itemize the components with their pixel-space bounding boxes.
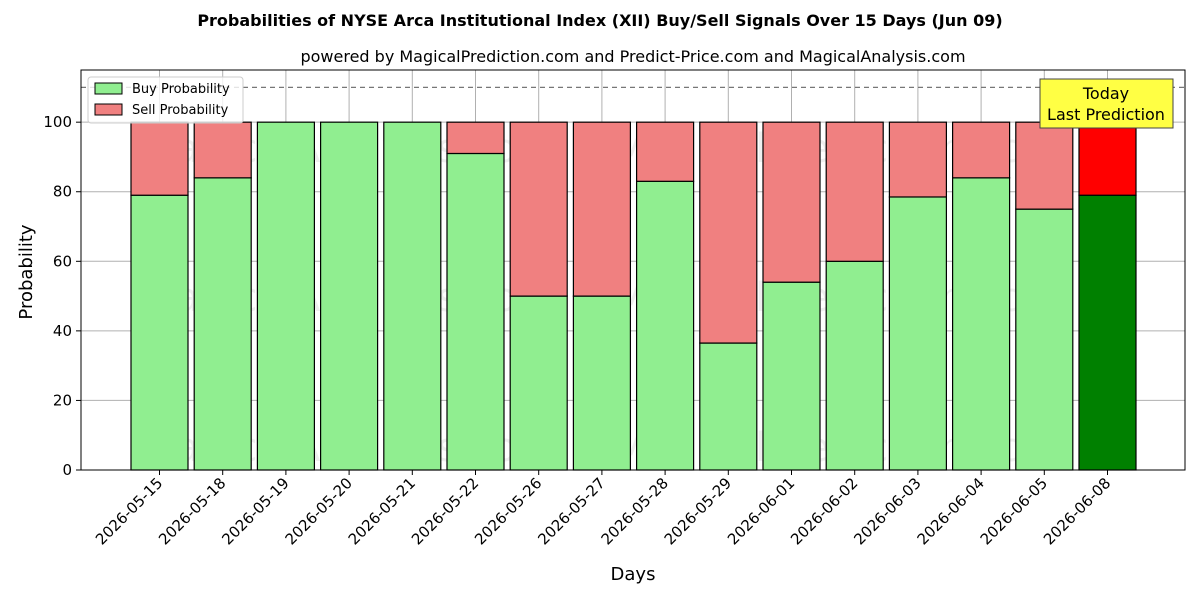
bar-buy-2026-06-02 [825,260,884,471]
bar-sell-2026-05-28 [635,121,695,182]
y-tick-label: 100 [43,113,72,131]
chart-title: Probabilities of NYSE Arca Institutional… [197,11,1002,30]
x-tick-label: 2026-05-28 [598,474,672,548]
bar-buy-2026-06-04 [951,177,1011,471]
bar-sell-2026-06-05 [1015,121,1074,210]
legend-swatch-sell [94,103,123,116]
x-axis-label: Days [611,564,656,585]
legend-swatch-buy [94,82,123,95]
x-tick-label: 2026-06-05 [977,474,1051,548]
plot-frame [80,69,1186,471]
x-tick-label: 2026-05-20 [282,474,356,548]
bar-buy-2026-05-15 [130,194,189,471]
bar-sell-2026-05-27 [572,121,632,297]
legend-box [87,76,244,124]
y-tick-label: 40 [53,322,72,340]
bar-sell-2026-05-22 [446,121,505,155]
bar-buy-2026-05-20 [320,121,379,471]
legend-label-sell: Sell Probability [132,103,229,118]
x-tick-label: 2026-06-02 [787,474,861,548]
bar-buy-2026-06-01 [762,281,821,471]
bar-sell-2026-05-26 [509,121,568,297]
x-tick-label: 2026-06-03 [850,474,924,548]
bar-buy-2026-05-26 [509,295,568,471]
y-tick-label: 20 [53,391,72,409]
x-tick-label: 2026-05-21 [345,474,419,548]
y-tick-label: 0 [62,461,72,479]
bar-sell-2026-05-29 [699,121,758,344]
annotation-line-2: Last Prediction [1047,105,1165,124]
bar-buy-2026-06-08 [1078,194,1137,471]
x-tick-label: 2026-05-19 [218,474,292,548]
bar-sell-2026-05-18 [193,121,252,179]
bar-sell-2026-06-01 [762,121,821,283]
y-tick-label: 60 [53,252,72,270]
bar-buy-2026-05-29 [699,342,758,471]
bar-buy-2026-05-21 [383,121,442,471]
x-tick-label: 2026-05-27 [534,474,608,548]
x-tick-label: 2026-05-26 [471,474,545,548]
bar-buy-2026-05-18 [193,177,252,471]
bar-buy-2026-06-05 [1015,208,1074,471]
x-tick-label: 2026-06-08 [1040,474,1114,548]
annotation-box [1039,78,1174,129]
bar-sell-2026-06-08 [1078,121,1137,196]
bar-layer [130,121,1137,471]
bar-buy-2026-05-22 [446,152,505,471]
x-tick-label: 2026-05-29 [661,474,735,548]
bar-sell-2026-06-02 [825,121,884,262]
bar-sell-2026-06-04 [951,121,1011,179]
bar-buy-2026-06-03 [888,196,948,471]
x-tick-label: 2026-06-01 [724,474,798,548]
chart-subtitle: powered by MagicalPrediction.com and Pre… [300,47,965,66]
y-tick-label: 80 [53,183,72,201]
bar-buy-2026-05-28 [635,180,695,471]
bar-sell-2026-05-15 [130,121,189,196]
annotation-line-1: Today [1082,84,1129,103]
legend: Buy Probability Sell Probability [87,76,244,124]
bar-buy-2026-05-27 [572,295,632,471]
x-tick-label: 2026-06-04 [914,474,988,548]
legend-label-buy: Buy Probability [132,82,230,97]
x-tick-label: 2026-05-15 [92,474,166,548]
bar-sell-2026-06-03 [888,121,948,198]
x-tick-label: 2026-05-18 [155,474,229,548]
x-tick-label: 2026-05-22 [408,474,482,548]
bar-buy-2026-05-19 [256,121,315,471]
y-axis-label: Probability [16,224,37,319]
today-annotation: Today Last Prediction [1039,78,1174,129]
